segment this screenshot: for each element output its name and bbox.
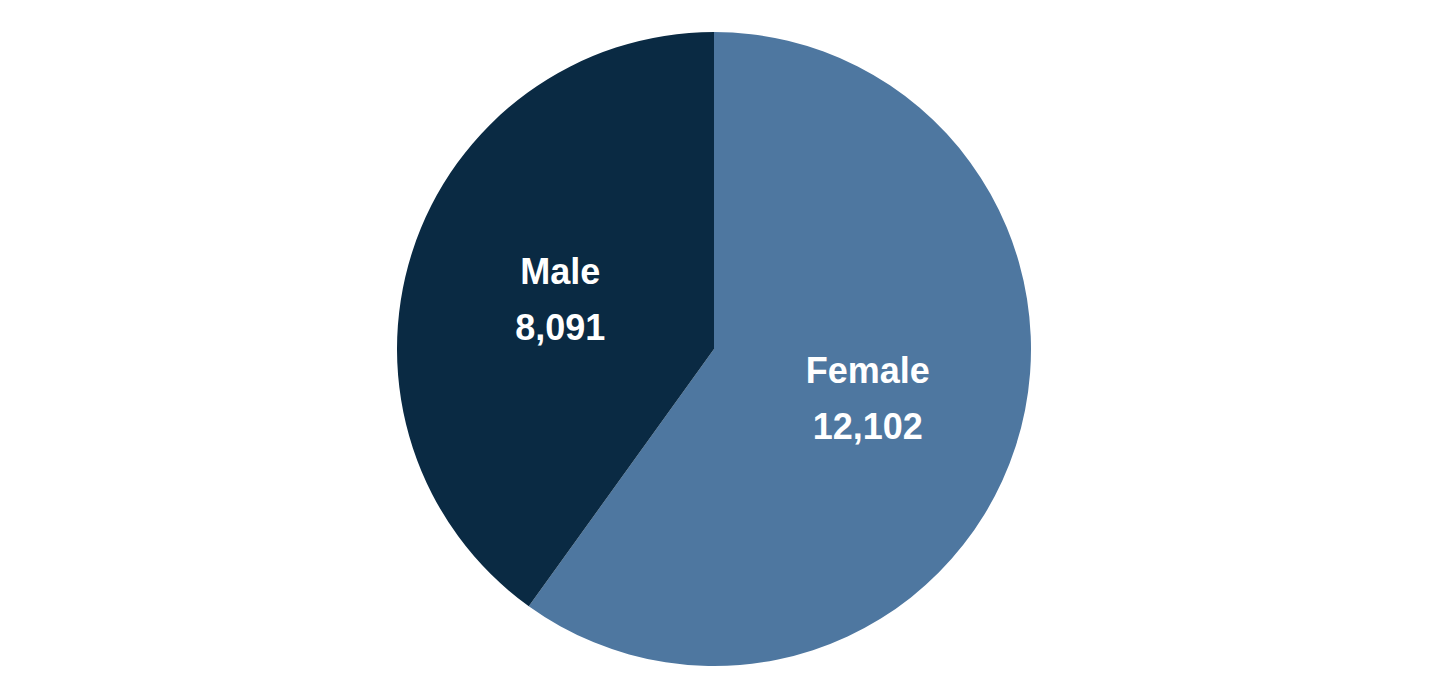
svg-text:Male: Male bbox=[520, 251, 600, 292]
svg-text:12,102: 12,102 bbox=[813, 406, 923, 447]
svg-text:Female: Female bbox=[806, 350, 930, 391]
svg-text:8,091: 8,091 bbox=[515, 307, 605, 348]
